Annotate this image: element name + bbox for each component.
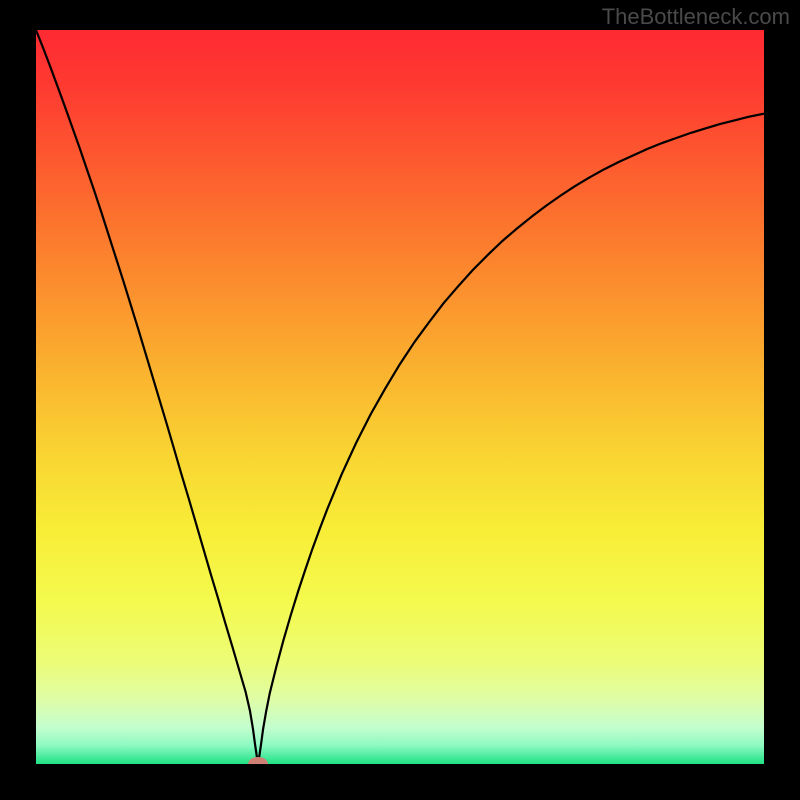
watermark-text: TheBottleneck.com [602,4,790,30]
chart-frame: TheBottleneck.com [0,0,800,800]
plot-area [36,30,764,764]
gradient-background [36,30,764,764]
bottleneck-curve-chart [36,30,764,764]
